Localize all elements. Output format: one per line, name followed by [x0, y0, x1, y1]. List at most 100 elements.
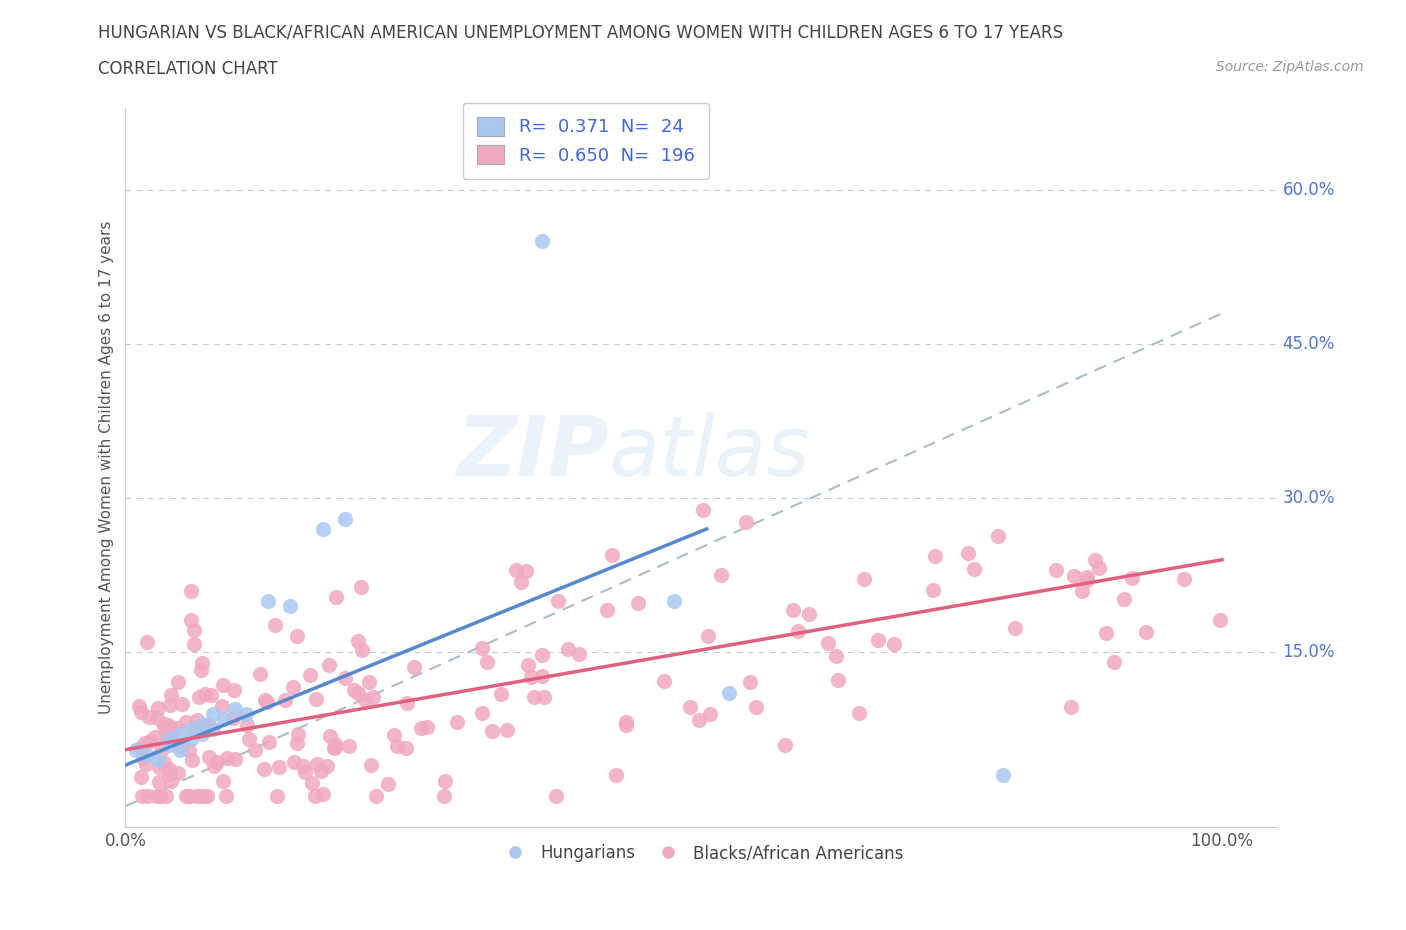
Text: Source: ZipAtlas.com: Source: ZipAtlas.com [1216, 60, 1364, 74]
Point [325, 590, 347, 604]
Point [174, 715, 197, 730]
Point [600, 548, 623, 563]
Point [183, 623, 205, 638]
Point [311, 764, 333, 778]
Point [797, 606, 820, 621]
Point [159, 774, 181, 789]
Point [259, 735, 281, 750]
Point [1004, 620, 1026, 635]
Point [471, 705, 494, 720]
Point [866, 633, 889, 648]
Point [377, 777, 399, 791]
Y-axis label: Unemployment Among Women with Children Ages 6 to 17 years: Unemployment Among Women with Children A… [100, 220, 114, 714]
Point [139, 734, 162, 749]
Point [169, 742, 191, 757]
Point [1060, 700, 1083, 715]
Point [215, 789, 238, 804]
Point [596, 603, 619, 618]
Point [169, 727, 191, 742]
Point [287, 727, 309, 742]
Point [848, 706, 870, 721]
Point [382, 728, 405, 743]
Point [188, 789, 211, 804]
Point [157, 732, 180, 747]
Point [174, 789, 197, 804]
Point [787, 623, 810, 638]
Point [1094, 626, 1116, 641]
Point [285, 629, 308, 644]
Point [1063, 568, 1085, 583]
Point [301, 776, 323, 790]
Point [475, 655, 498, 670]
Point [699, 707, 721, 722]
Point [131, 789, 153, 804]
Point [181, 752, 204, 767]
Point [149, 789, 172, 804]
Point [337, 738, 360, 753]
Point [224, 701, 246, 716]
Point [179, 789, 201, 804]
Point [357, 675, 380, 690]
Point [827, 673, 849, 688]
Point [505, 563, 527, 578]
Point [215, 751, 238, 765]
Point [195, 789, 218, 804]
Point [312, 787, 335, 802]
Point [131, 769, 153, 784]
Point [157, 766, 180, 781]
Point [159, 730, 181, 745]
Point [605, 768, 627, 783]
Point [148, 775, 170, 790]
Point [710, 567, 733, 582]
Point [132, 751, 155, 765]
Point [1076, 569, 1098, 584]
Point [1209, 612, 1232, 627]
Point [1076, 573, 1098, 588]
Point [291, 759, 314, 774]
Point [557, 641, 579, 656]
Point [249, 667, 271, 682]
Point [125, 742, 148, 757]
Point [318, 658, 340, 672]
Point [516, 658, 538, 672]
Point [305, 757, 328, 772]
Point [883, 636, 905, 651]
Point [688, 712, 710, 727]
Point [354, 693, 377, 708]
Point [138, 710, 160, 724]
Point [145, 789, 167, 804]
Point [531, 669, 554, 684]
Point [415, 719, 437, 734]
Point [433, 789, 456, 804]
Point [283, 755, 305, 770]
Point [744, 699, 766, 714]
Point [157, 761, 180, 776]
Legend: Hungarians, Blacks/African Americans: Hungarians, Blacks/African Americans [492, 837, 911, 869]
Point [679, 699, 702, 714]
Point [269, 760, 291, 775]
Point [198, 718, 221, 733]
Point [212, 774, 235, 789]
Point [333, 512, 356, 526]
Point [263, 618, 285, 632]
Point [211, 677, 233, 692]
Point [180, 613, 202, 628]
Point [363, 690, 385, 705]
Point [531, 234, 554, 249]
Text: ZIP: ZIP [457, 413, 609, 494]
Point [150, 744, 173, 759]
Point [129, 705, 152, 720]
Point [1102, 655, 1125, 670]
Point [167, 675, 190, 690]
Point [193, 789, 215, 804]
Point [200, 687, 222, 702]
Point [180, 583, 202, 598]
Point [202, 758, 225, 773]
Point [211, 698, 233, 713]
Point [156, 728, 179, 743]
Point [146, 701, 169, 716]
Point [252, 762, 274, 777]
Text: 60.0%: 60.0% [1282, 181, 1334, 199]
Point [773, 738, 796, 753]
Point [148, 760, 170, 775]
